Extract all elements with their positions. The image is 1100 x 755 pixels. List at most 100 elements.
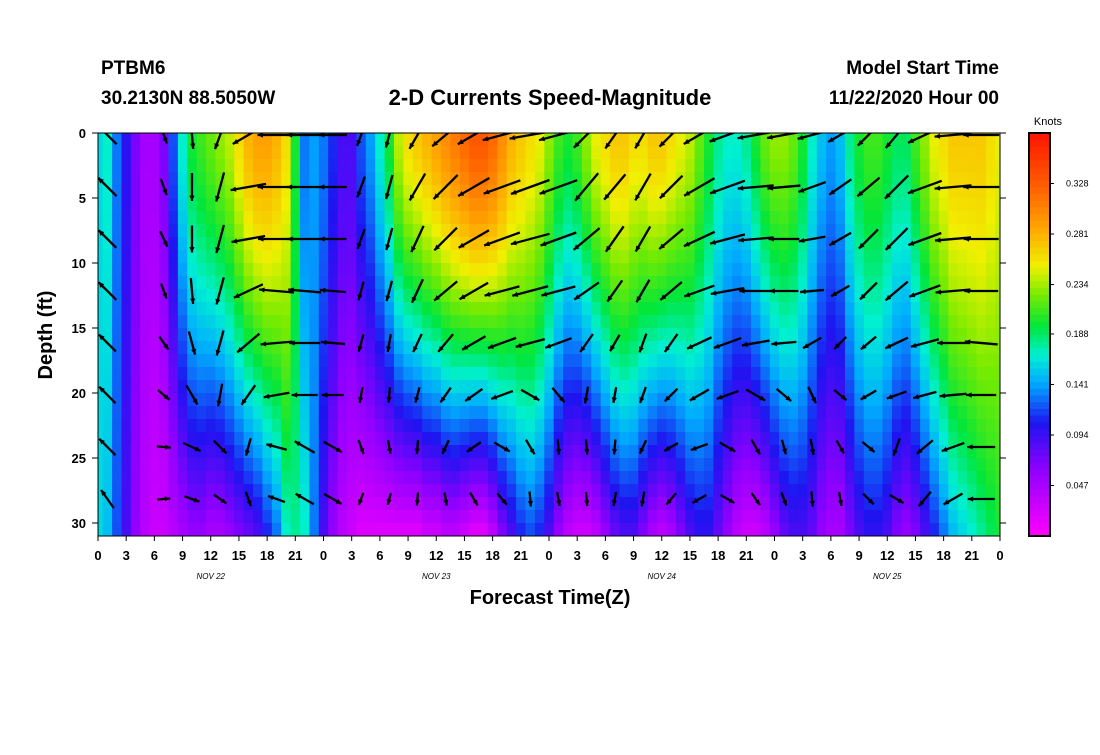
- heatmap-cell: [797, 263, 808, 277]
- heatmap-cell: [863, 315, 874, 329]
- current-vector: [216, 383, 224, 407]
- heatmap-cell: [130, 185, 141, 199]
- heatmap-cell: [938, 419, 949, 433]
- heatmap-cell: [675, 445, 686, 459]
- heatmap-cell: [140, 133, 151, 147]
- heatmap-cell: [685, 172, 696, 186]
- current-vector: [584, 491, 590, 507]
- heatmap-cell: [920, 159, 931, 173]
- heatmap-cell: [102, 419, 113, 433]
- heatmap-cell: [788, 211, 799, 225]
- heatmap-cell: [365, 458, 376, 472]
- heatmap-cell: [525, 354, 536, 368]
- heatmap-cell: [469, 510, 480, 524]
- heatmap-cell: [619, 211, 630, 225]
- heatmap-cell: [638, 432, 649, 446]
- heatmap-cell: [863, 406, 874, 420]
- day-label: NOV 25: [873, 572, 902, 581]
- heatmap-cell: [337, 484, 348, 498]
- heatmap-cell: [797, 315, 808, 329]
- heatmap-cell: [177, 393, 188, 407]
- heatmap-cell: [497, 224, 508, 238]
- heatmap-cell: [675, 315, 686, 329]
- heatmap-cell: [957, 341, 968, 355]
- heatmap-cell: [130, 523, 141, 536]
- heatmap-cell: [187, 406, 198, 420]
- heatmap-cell: [882, 367, 893, 381]
- heatmap-cell: [149, 289, 160, 303]
- heatmap-cell: [572, 250, 583, 264]
- heatmap-cell: [346, 497, 357, 511]
- heatmap-cell: [393, 315, 404, 329]
- heatmap-cell: [102, 146, 113, 160]
- current-vector: [910, 338, 940, 348]
- heatmap-cell: [196, 276, 207, 290]
- heatmap-cell: [328, 146, 339, 160]
- heatmap-cell: [807, 510, 818, 524]
- heatmap-cell: [581, 159, 592, 173]
- current-vector: [320, 339, 345, 346]
- heatmap-cell: [666, 445, 677, 459]
- heatmap-cell: [591, 445, 602, 459]
- current-vector: [461, 335, 487, 351]
- heatmap-cell: [459, 172, 470, 186]
- heatmap-cell: [891, 211, 902, 225]
- x-tick-label: 0: [94, 548, 101, 563]
- heatmap-cell: [177, 523, 188, 536]
- heatmap-cell: [779, 237, 790, 251]
- heatmap-cell: [657, 393, 668, 407]
- heatmap-cell: [647, 185, 658, 199]
- heatmap-cell: [516, 497, 527, 511]
- current-vector: [408, 173, 427, 201]
- current-vector: [860, 335, 877, 351]
- heatmap-cell: [393, 198, 404, 212]
- heatmap-cell: [807, 276, 818, 290]
- heatmap-cell: [816, 523, 827, 536]
- heatmap-cell: [882, 315, 893, 329]
- heatmap-cell: [882, 146, 893, 160]
- heatmap-cell: [920, 315, 931, 329]
- heatmap-cell: [469, 250, 480, 264]
- heatmap-cell: [835, 432, 846, 446]
- heatmap-cell: [431, 302, 442, 316]
- heatmap-cell: [967, 250, 978, 264]
- heatmap-cell: [168, 250, 179, 264]
- heatmap-cell: [384, 133, 395, 147]
- heatmap-cell: [675, 341, 686, 355]
- heatmap-cell: [271, 146, 282, 160]
- heatmap-cell: [177, 133, 188, 147]
- heatmap-cell: [657, 146, 668, 160]
- heatmap-cell: [957, 497, 968, 511]
- heatmap-cell: [844, 393, 855, 407]
- heatmap-cell: [487, 497, 498, 511]
- model-start-value: 11/22/2020 Hour 00: [829, 88, 999, 109]
- heatmap-cell: [732, 211, 743, 225]
- heatmap-cell: [224, 172, 235, 186]
- heatmap-cell: [901, 419, 912, 433]
- heatmap-cell: [375, 458, 386, 472]
- current-vector: [509, 133, 549, 141]
- current-vector: [635, 279, 651, 303]
- heatmap-cell: [826, 497, 837, 511]
- heatmap-cell: [450, 341, 461, 355]
- heatmap-cell: [844, 315, 855, 329]
- heatmap-cell: [224, 445, 235, 459]
- heatmap-cell: [516, 224, 527, 238]
- heatmap-cell: [563, 172, 574, 186]
- heatmap-cell: [450, 354, 461, 368]
- heatmap-cell: [337, 367, 348, 381]
- heatmap-cell: [732, 341, 743, 355]
- heatmap-cell: [967, 198, 978, 212]
- heatmap-cell: [600, 367, 611, 381]
- heatmap-cell: [788, 328, 799, 342]
- heatmap-cell: [215, 484, 226, 498]
- heatmap-cell: [459, 276, 470, 290]
- heatmap-cell: [788, 237, 799, 251]
- heatmap-cell: [98, 458, 104, 472]
- heatmap-cell: [769, 198, 780, 212]
- heatmap-cell: [130, 302, 141, 316]
- heatmap-cell: [751, 367, 762, 381]
- heatmap-cell: [328, 211, 339, 225]
- heatmap-cell: [356, 510, 367, 524]
- heatmap-cell: [563, 367, 574, 381]
